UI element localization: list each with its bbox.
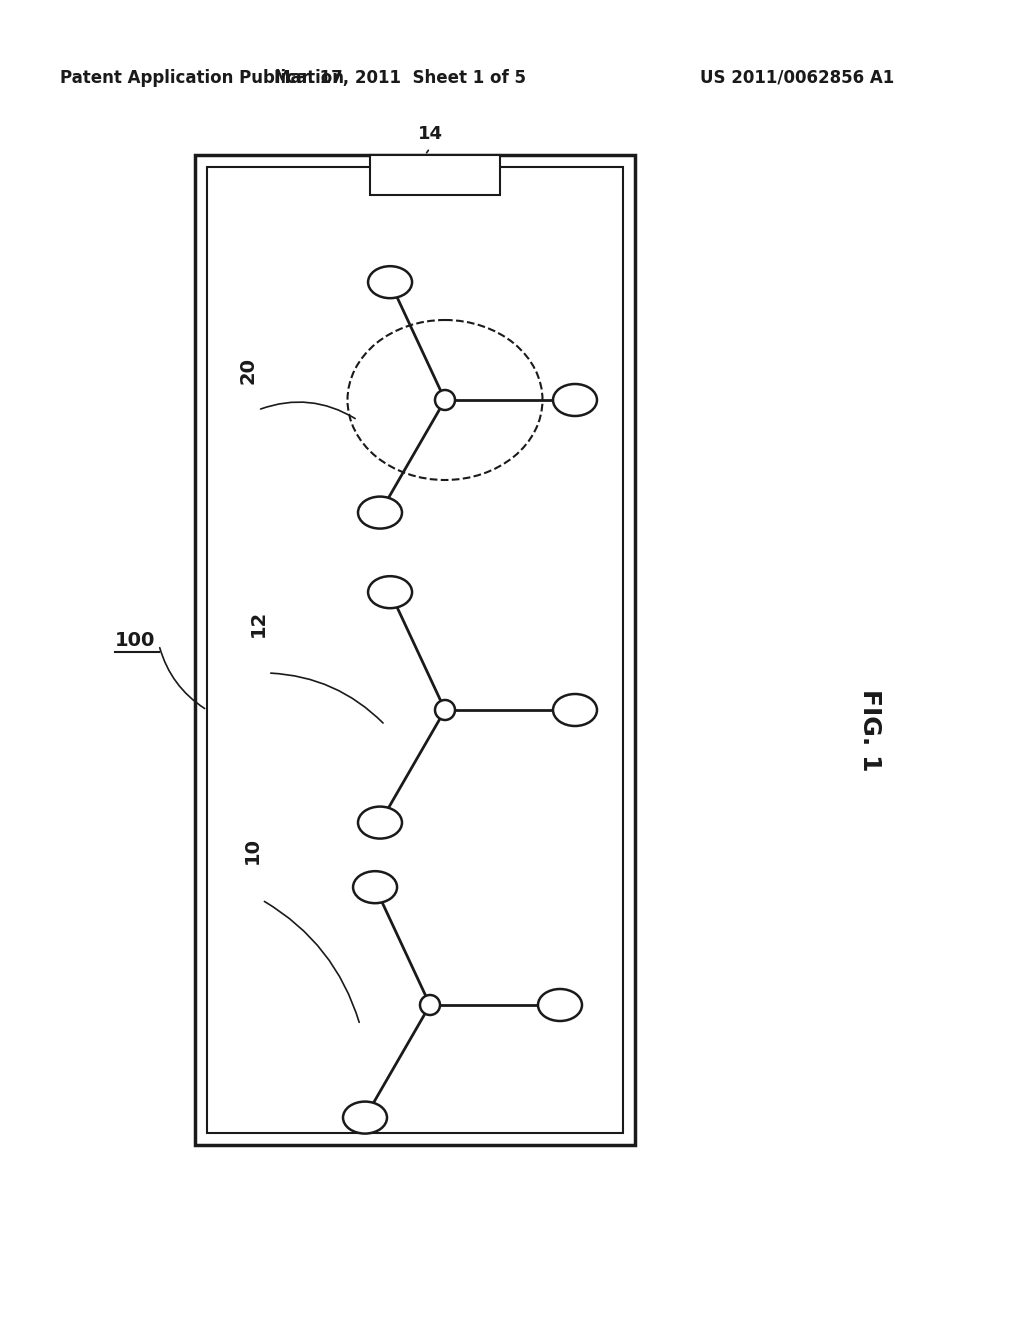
- Text: Mar. 17, 2011  Sheet 1 of 5: Mar. 17, 2011 Sheet 1 of 5: [274, 69, 526, 87]
- Text: FIG. 1: FIG. 1: [858, 689, 882, 771]
- Text: 10: 10: [243, 837, 261, 863]
- Ellipse shape: [358, 496, 402, 528]
- Ellipse shape: [368, 576, 412, 609]
- Bar: [195, 154, 635, 1144]
- Ellipse shape: [353, 871, 397, 903]
- Text: 12: 12: [249, 610, 267, 636]
- Text: Patent Application Publication: Patent Application Publication: [60, 69, 344, 87]
- Text: 14: 14: [418, 125, 442, 143]
- Ellipse shape: [538, 989, 582, 1020]
- Ellipse shape: [343, 1102, 387, 1134]
- Text: 100: 100: [115, 631, 156, 649]
- Bar: [370, 154, 500, 195]
- Circle shape: [420, 995, 440, 1015]
- Ellipse shape: [368, 267, 412, 298]
- Bar: [207, 168, 623, 1133]
- Text: 20: 20: [239, 356, 257, 384]
- Ellipse shape: [358, 807, 402, 838]
- Ellipse shape: [553, 384, 597, 416]
- Ellipse shape: [553, 694, 597, 726]
- Circle shape: [435, 700, 455, 719]
- Circle shape: [435, 389, 455, 411]
- Text: US 2011/0062856 A1: US 2011/0062856 A1: [700, 69, 894, 87]
